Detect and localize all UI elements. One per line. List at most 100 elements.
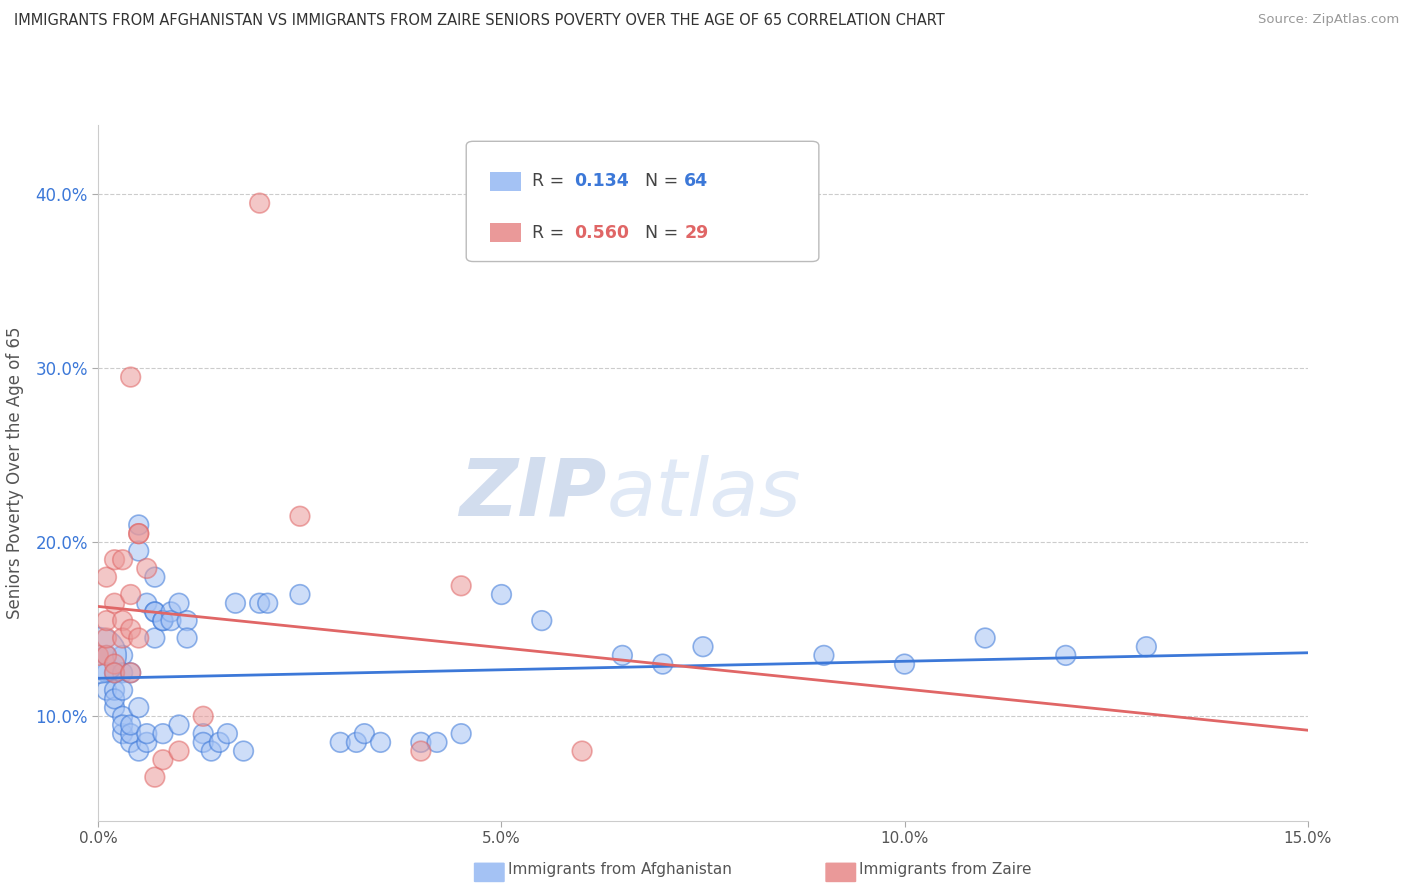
Point	[128, 526, 150, 541]
Point	[167, 596, 190, 610]
Point	[167, 718, 190, 732]
Point	[152, 726, 174, 740]
Point	[111, 614, 134, 628]
Point	[143, 605, 166, 619]
Point	[160, 614, 183, 628]
Point	[135, 726, 157, 740]
Point	[152, 614, 174, 628]
Point	[87, 648, 110, 663]
Point	[491, 587, 513, 601]
Point	[103, 552, 125, 567]
Text: R =: R =	[533, 224, 569, 242]
Point	[120, 623, 142, 637]
Point	[344, 735, 367, 749]
Point	[143, 770, 166, 784]
Point	[128, 526, 150, 541]
Point	[813, 648, 835, 663]
Point	[111, 709, 134, 723]
Point	[135, 596, 157, 610]
Point	[193, 709, 215, 723]
Point	[111, 552, 134, 567]
Point	[111, 665, 134, 680]
Point	[120, 726, 142, 740]
Point	[96, 648, 118, 663]
Point	[329, 735, 352, 749]
Point	[96, 648, 118, 663]
Point	[353, 726, 375, 740]
Point	[193, 735, 215, 749]
Point	[120, 735, 142, 749]
Point	[450, 579, 472, 593]
Point	[450, 726, 472, 740]
Point	[160, 605, 183, 619]
Point	[1135, 640, 1157, 654]
Point	[120, 665, 142, 680]
Text: Immigrants from Afghanistan: Immigrants from Afghanistan	[508, 863, 731, 877]
Point	[256, 596, 278, 610]
Point	[426, 735, 449, 749]
Point	[249, 196, 271, 211]
Point	[103, 700, 125, 714]
Point	[409, 744, 432, 758]
Point	[143, 605, 166, 619]
Point	[370, 735, 392, 749]
Point	[111, 726, 134, 740]
Point	[103, 692, 125, 706]
Point	[103, 665, 125, 680]
Point	[176, 614, 198, 628]
Text: N =: N =	[634, 172, 683, 190]
Text: IMMIGRANTS FROM AFGHANISTAN VS IMMIGRANTS FROM ZAIRE SENIORS POVERTY OVER THE AG: IMMIGRANTS FROM AFGHANISTAN VS IMMIGRANT…	[14, 13, 945, 29]
Y-axis label: Seniors Poverty Over the Age of 65: Seniors Poverty Over the Age of 65	[7, 326, 24, 619]
Point	[232, 744, 254, 758]
Text: ZIP: ZIP	[458, 455, 606, 533]
Text: 64: 64	[685, 172, 709, 190]
Point	[103, 596, 125, 610]
Point	[893, 657, 915, 671]
Point	[217, 726, 239, 740]
Point	[120, 718, 142, 732]
Point	[128, 544, 150, 558]
Text: 0.134: 0.134	[575, 172, 630, 190]
Point	[96, 614, 118, 628]
Point	[111, 648, 134, 663]
Text: N =: N =	[634, 224, 683, 242]
Point	[96, 570, 118, 584]
Point	[128, 631, 150, 645]
Point	[152, 753, 174, 767]
Point	[288, 509, 311, 524]
Point	[208, 735, 231, 749]
Point	[120, 370, 142, 384]
Point	[288, 587, 311, 601]
Point	[152, 614, 174, 628]
Point	[167, 744, 190, 758]
Point	[111, 718, 134, 732]
Point	[143, 631, 166, 645]
Point	[128, 700, 150, 714]
Point	[96, 665, 118, 680]
Text: 29: 29	[685, 224, 709, 242]
Point	[200, 744, 222, 758]
Point	[692, 640, 714, 654]
Point	[103, 657, 125, 671]
Point	[571, 744, 593, 758]
Point	[120, 665, 142, 680]
Point	[143, 570, 166, 584]
Point	[103, 665, 125, 680]
Text: Source: ZipAtlas.com: Source: ZipAtlas.com	[1258, 13, 1399, 27]
Point	[224, 596, 246, 610]
Point	[111, 631, 134, 645]
Point	[974, 631, 997, 645]
Point	[193, 726, 215, 740]
Point	[176, 631, 198, 645]
Point	[249, 596, 271, 610]
Point	[612, 648, 634, 663]
Point	[87, 648, 110, 663]
Point	[128, 517, 150, 532]
Text: Immigrants from Zaire: Immigrants from Zaire	[859, 863, 1032, 877]
Point	[111, 683, 134, 698]
Point	[103, 683, 125, 698]
Point	[120, 587, 142, 601]
Point	[409, 735, 432, 749]
Text: 0.560: 0.560	[575, 224, 630, 242]
Text: R =: R =	[533, 172, 569, 190]
